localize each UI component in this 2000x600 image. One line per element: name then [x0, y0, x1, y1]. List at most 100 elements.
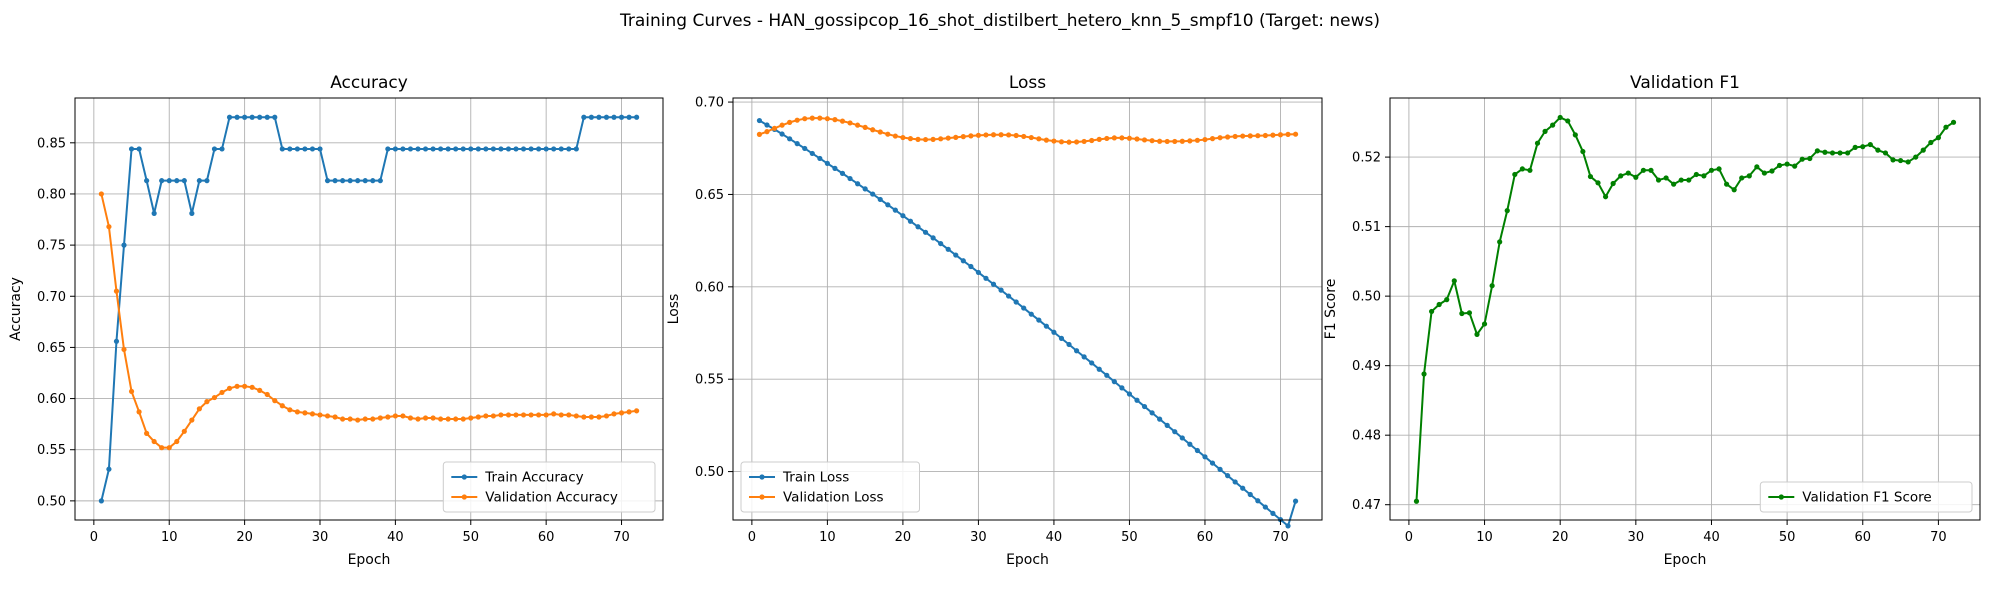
accuracy-x-tick-label: 40 — [387, 530, 404, 545]
f1-data-point — [1693, 171, 1699, 178]
loss-data-point — [787, 119, 793, 125]
accuracy-data-point — [106, 466, 112, 472]
accuracy-data-point — [144, 430, 150, 436]
f1-data-point — [1618, 173, 1624, 179]
accuracy-y-axis-label: Accuracy — [8, 277, 24, 341]
f1-data-point — [1897, 157, 1904, 164]
f1-data-point — [1444, 297, 1450, 303]
loss-data-point — [1217, 466, 1223, 472]
accuracy-data-point — [166, 178, 172, 184]
loss-data-point — [1172, 138, 1178, 145]
f1-data-point — [1776, 162, 1783, 169]
loss-data-point — [1270, 132, 1276, 138]
loss-data-point — [938, 240, 944, 247]
accuracy-data-point — [483, 413, 489, 419]
f1-grid — [1390, 98, 1980, 520]
loss-data-point — [1157, 416, 1163, 422]
accuracy-data-point — [279, 146, 285, 152]
loss-data-point — [1104, 372, 1110, 378]
f1-data-point — [1950, 119, 1957, 125]
f1-data-point — [1829, 150, 1836, 156]
accuracy-y-tick-label: 0.85 — [37, 136, 66, 151]
f1-data-point — [1943, 124, 1949, 130]
loss-data-point — [968, 133, 974, 139]
loss-data-point — [847, 175, 853, 182]
accuracy-data-point — [603, 413, 610, 419]
loss-data-point — [1134, 397, 1140, 403]
loss-data-point — [794, 117, 800, 123]
loss-data-point — [1255, 498, 1261, 504]
loss-data-point — [832, 165, 838, 171]
accuracy-data-point — [242, 114, 248, 120]
loss-y-axis-label: Loss — [666, 294, 682, 325]
loss-data-point — [945, 135, 951, 141]
f1-data-point — [1550, 122, 1556, 128]
loss-data-point — [1202, 454, 1208, 460]
accuracy-data-point — [626, 114, 632, 120]
accuracy-data-point — [490, 413, 496, 419]
loss-data-point — [771, 125, 778, 131]
accuracy-data-point — [347, 416, 353, 422]
f1-data-point — [1792, 163, 1798, 169]
accuracy-data-point — [196, 406, 202, 412]
accuracy-data-point — [385, 414, 391, 420]
loss-legend-box — [740, 461, 920, 513]
loss-data-point — [862, 124, 868, 130]
f1-data-point — [1489, 283, 1495, 289]
f1-data-point — [1625, 170, 1631, 176]
loss-data-point — [862, 186, 868, 192]
loss-y-tick-label: 0.55 — [695, 373, 724, 388]
loss-legend-label: Validation Loss — [783, 490, 884, 506]
loss-data-point — [779, 131, 785, 137]
loss-data-point — [953, 252, 959, 258]
loss-data-point — [855, 122, 861, 128]
accuracy-data-point — [264, 391, 270, 398]
loss-data-point — [1172, 429, 1178, 435]
f1-y-tick-label: 0.50 — [1352, 290, 1381, 305]
f1-data-point — [1557, 114, 1563, 121]
accuracy-data-point — [166, 445, 172, 451]
loss-data-point — [1006, 293, 1012, 299]
loss-data-point — [983, 275, 989, 281]
loss-legend-label: Train Loss — [782, 470, 849, 486]
loss-legend: Train Loss Validation Loss — [740, 461, 920, 513]
loss-legend-marker — [759, 494, 765, 500]
accuracy-data-point — [460, 146, 466, 152]
loss-data-point — [1028, 134, 1034, 141]
loss-data-point — [953, 134, 959, 140]
accuracy-data-point — [324, 178, 331, 184]
loss-data-point — [1051, 138, 1057, 144]
f1-data-point — [1436, 301, 1442, 308]
f1-data-point — [1852, 144, 1858, 150]
accuracy-data-point — [505, 412, 512, 418]
loss-y-tick-label: 0.60 — [695, 280, 724, 295]
f1-legend-box — [1759, 481, 1973, 513]
accuracy-data-point — [520, 412, 527, 418]
loss-x-tick-label: 20 — [895, 530, 912, 545]
accuracy-data-point — [573, 413, 579, 419]
f1-data-point — [1920, 147, 1926, 153]
f1-y-tick-label: 0.49 — [1352, 359, 1381, 374]
f1-data-point — [1565, 118, 1571, 124]
accuracy-data-point — [196, 178, 202, 184]
loss-data-point — [1119, 385, 1125, 391]
f1-x-tick-label: 50 — [1779, 530, 1796, 545]
loss-data-point — [907, 136, 914, 142]
accuracy-data-point — [211, 394, 218, 401]
loss-data-point — [907, 218, 914, 224]
accuracy-panel: Accuracy Epoch Accuracy 0 10 20 30 40 50 60 70 0… — [8, 73, 664, 568]
loss-data-point — [756, 131, 763, 137]
accuracy-y-tick-label: 0.55 — [37, 443, 66, 458]
f1-data-point — [1822, 149, 1828, 155]
loss-data-point — [1104, 135, 1110, 142]
loss-data-point — [877, 196, 883, 203]
accuracy-data-point — [407, 415, 414, 421]
accuracy-data-point — [634, 408, 640, 414]
accuracy-data-point — [438, 416, 444, 422]
accuracy-data-point — [264, 114, 270, 120]
f1-data-point — [1413, 498, 1420, 504]
accuracy-data-point — [302, 410, 308, 416]
loss-x-tick-label: 50 — [1121, 530, 1138, 545]
loss-data-point — [892, 133, 898, 139]
loss-data-point — [983, 132, 989, 138]
